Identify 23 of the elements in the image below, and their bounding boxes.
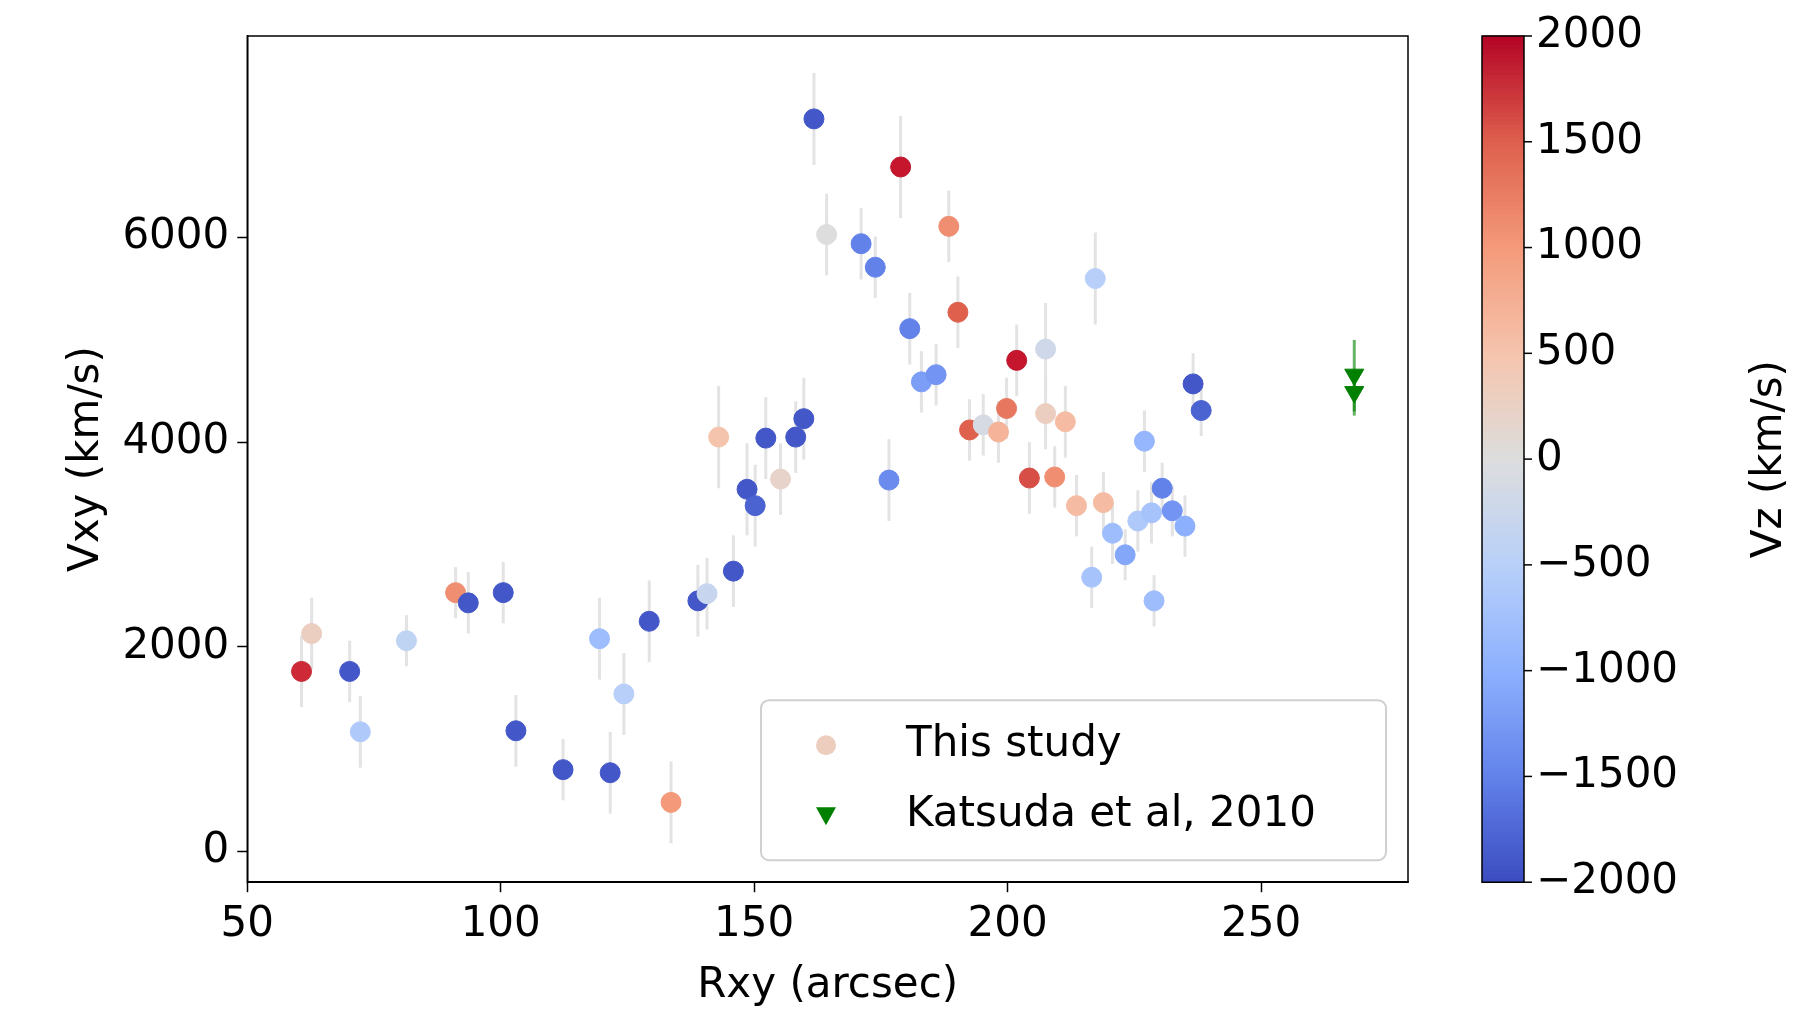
color-bar-label: 0 (1536, 431, 1563, 481)
color-bar-label: 1000 (1536, 219, 1643, 269)
color-bar-label: 2000 (1536, 7, 1643, 57)
color-bar-label: −2000 (1536, 854, 1679, 904)
x-tick-label: 250 (1220, 897, 1302, 947)
color-bar-title: Vz (km/s) (1741, 360, 1791, 559)
x-tick-label: 200 (967, 897, 1048, 947)
color-bar-label: −500 (1536, 536, 1652, 586)
x-tick-label: 100 (460, 897, 541, 947)
x-axis-title: Rxy (arcsec) (697, 957, 959, 1007)
x-tick-label: 150 (714, 897, 795, 947)
y-tick-label: 4000 (122, 414, 230, 464)
y-tick-label: 6000 (122, 209, 230, 259)
y-tick-label: 0 (202, 823, 230, 873)
legend-label: This study (905, 717, 1122, 767)
color-bar-label: 1500 (1536, 113, 1643, 163)
color-bar-label: −1500 (1536, 748, 1679, 798)
legend-label: Katsuda et al, 2010 (906, 787, 1316, 837)
y-tick-label: 2000 (122, 618, 230, 668)
x-tick-label: 50 (220, 897, 275, 947)
y-axis-title: Vxy (km/s) (59, 346, 109, 573)
color-bar-label: −1000 (1536, 642, 1679, 692)
color-bar-label: 500 (1536, 325, 1617, 375)
